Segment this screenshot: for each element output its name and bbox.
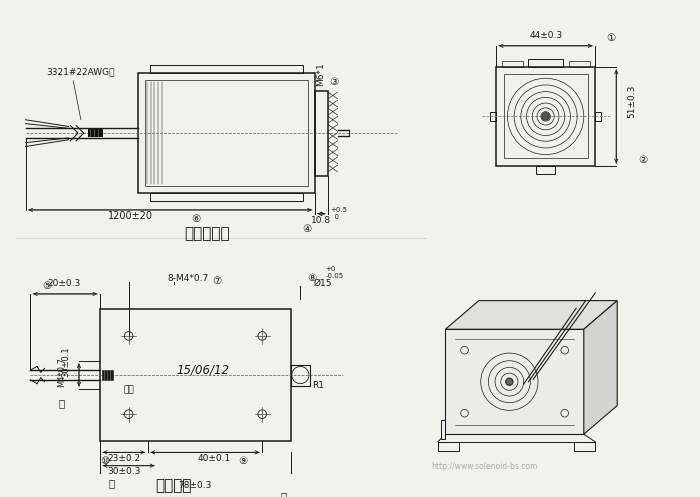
Text: ⑦: ⑦ bbox=[212, 275, 221, 286]
Text: 78±0.3: 78±0.3 bbox=[178, 481, 212, 490]
Polygon shape bbox=[445, 329, 584, 434]
Text: ③: ③ bbox=[329, 77, 338, 86]
Text: ⑫: ⑫ bbox=[280, 491, 286, 497]
Text: 3321#22AWG黑: 3321#22AWG黑 bbox=[46, 67, 115, 76]
Text: 未通电状态: 未通电状态 bbox=[184, 227, 230, 242]
Text: M4*0.7: M4*0.7 bbox=[57, 356, 66, 387]
Text: 20±0.3: 20±0.3 bbox=[47, 279, 80, 288]
Text: 44±0.3: 44±0.3 bbox=[529, 31, 562, 40]
Text: R1: R1 bbox=[312, 381, 324, 391]
Polygon shape bbox=[445, 301, 617, 329]
Text: M6*1: M6*1 bbox=[316, 62, 325, 85]
Text: ⑨: ⑨ bbox=[239, 456, 248, 466]
Text: +0.5
  0: +0.5 0 bbox=[330, 207, 347, 220]
Text: ⑪: ⑪ bbox=[108, 478, 115, 488]
Bar bbox=[150, 65, 303, 74]
Polygon shape bbox=[584, 301, 617, 434]
Bar bbox=[438, 442, 458, 451]
Text: ⑤: ⑤ bbox=[42, 281, 51, 291]
Text: 30±0.1: 30±0.1 bbox=[61, 346, 70, 377]
Text: http://www.solenoid-bs.com: http://www.solenoid-bs.com bbox=[431, 462, 538, 471]
Bar bbox=[145, 80, 308, 186]
Bar bbox=[528, 59, 563, 67]
Text: ④: ④ bbox=[302, 224, 312, 234]
Text: 螺母: 螺母 bbox=[123, 385, 134, 394]
Text: ①: ① bbox=[606, 33, 615, 43]
Text: ⑧: ⑧ bbox=[307, 273, 316, 283]
Text: 通电状态: 通电状态 bbox=[155, 479, 192, 494]
Text: 40±0.1: 40±0.1 bbox=[198, 454, 231, 463]
Bar bbox=[574, 442, 595, 451]
Text: +0
-0.05: +0 -0.05 bbox=[326, 266, 343, 279]
Text: ②: ② bbox=[638, 156, 648, 166]
Bar bbox=[503, 75, 587, 159]
Bar bbox=[568, 61, 589, 67]
Text: 8-M4*0.7: 8-M4*0.7 bbox=[167, 273, 209, 283]
Bar bbox=[490, 112, 496, 121]
Bar bbox=[290, 364, 310, 386]
Bar bbox=[88, 129, 103, 137]
Bar bbox=[150, 193, 303, 201]
Bar bbox=[102, 370, 113, 380]
Text: ⑥: ⑥ bbox=[191, 215, 200, 225]
Text: ⑬: ⑬ bbox=[59, 399, 65, 409]
Bar bbox=[100, 309, 290, 441]
Text: 23±0.2: 23±0.2 bbox=[107, 454, 141, 463]
Circle shape bbox=[506, 378, 512, 385]
Bar bbox=[496, 67, 595, 166]
Text: 10.8: 10.8 bbox=[312, 216, 331, 225]
Bar bbox=[502, 61, 523, 67]
Bar bbox=[138, 74, 315, 193]
Text: 51±0.3: 51±0.3 bbox=[627, 85, 636, 118]
Text: Ø15: Ø15 bbox=[314, 278, 332, 287]
Bar bbox=[315, 90, 328, 175]
Text: ⑩: ⑩ bbox=[100, 456, 109, 466]
Text: 30±0.3: 30±0.3 bbox=[107, 467, 141, 476]
Bar bbox=[536, 166, 555, 173]
Circle shape bbox=[542, 113, 550, 120]
Text: 1200±20: 1200±20 bbox=[108, 212, 153, 222]
Text: 15/06/12: 15/06/12 bbox=[176, 363, 230, 376]
Bar bbox=[595, 112, 601, 121]
Polygon shape bbox=[441, 420, 445, 439]
